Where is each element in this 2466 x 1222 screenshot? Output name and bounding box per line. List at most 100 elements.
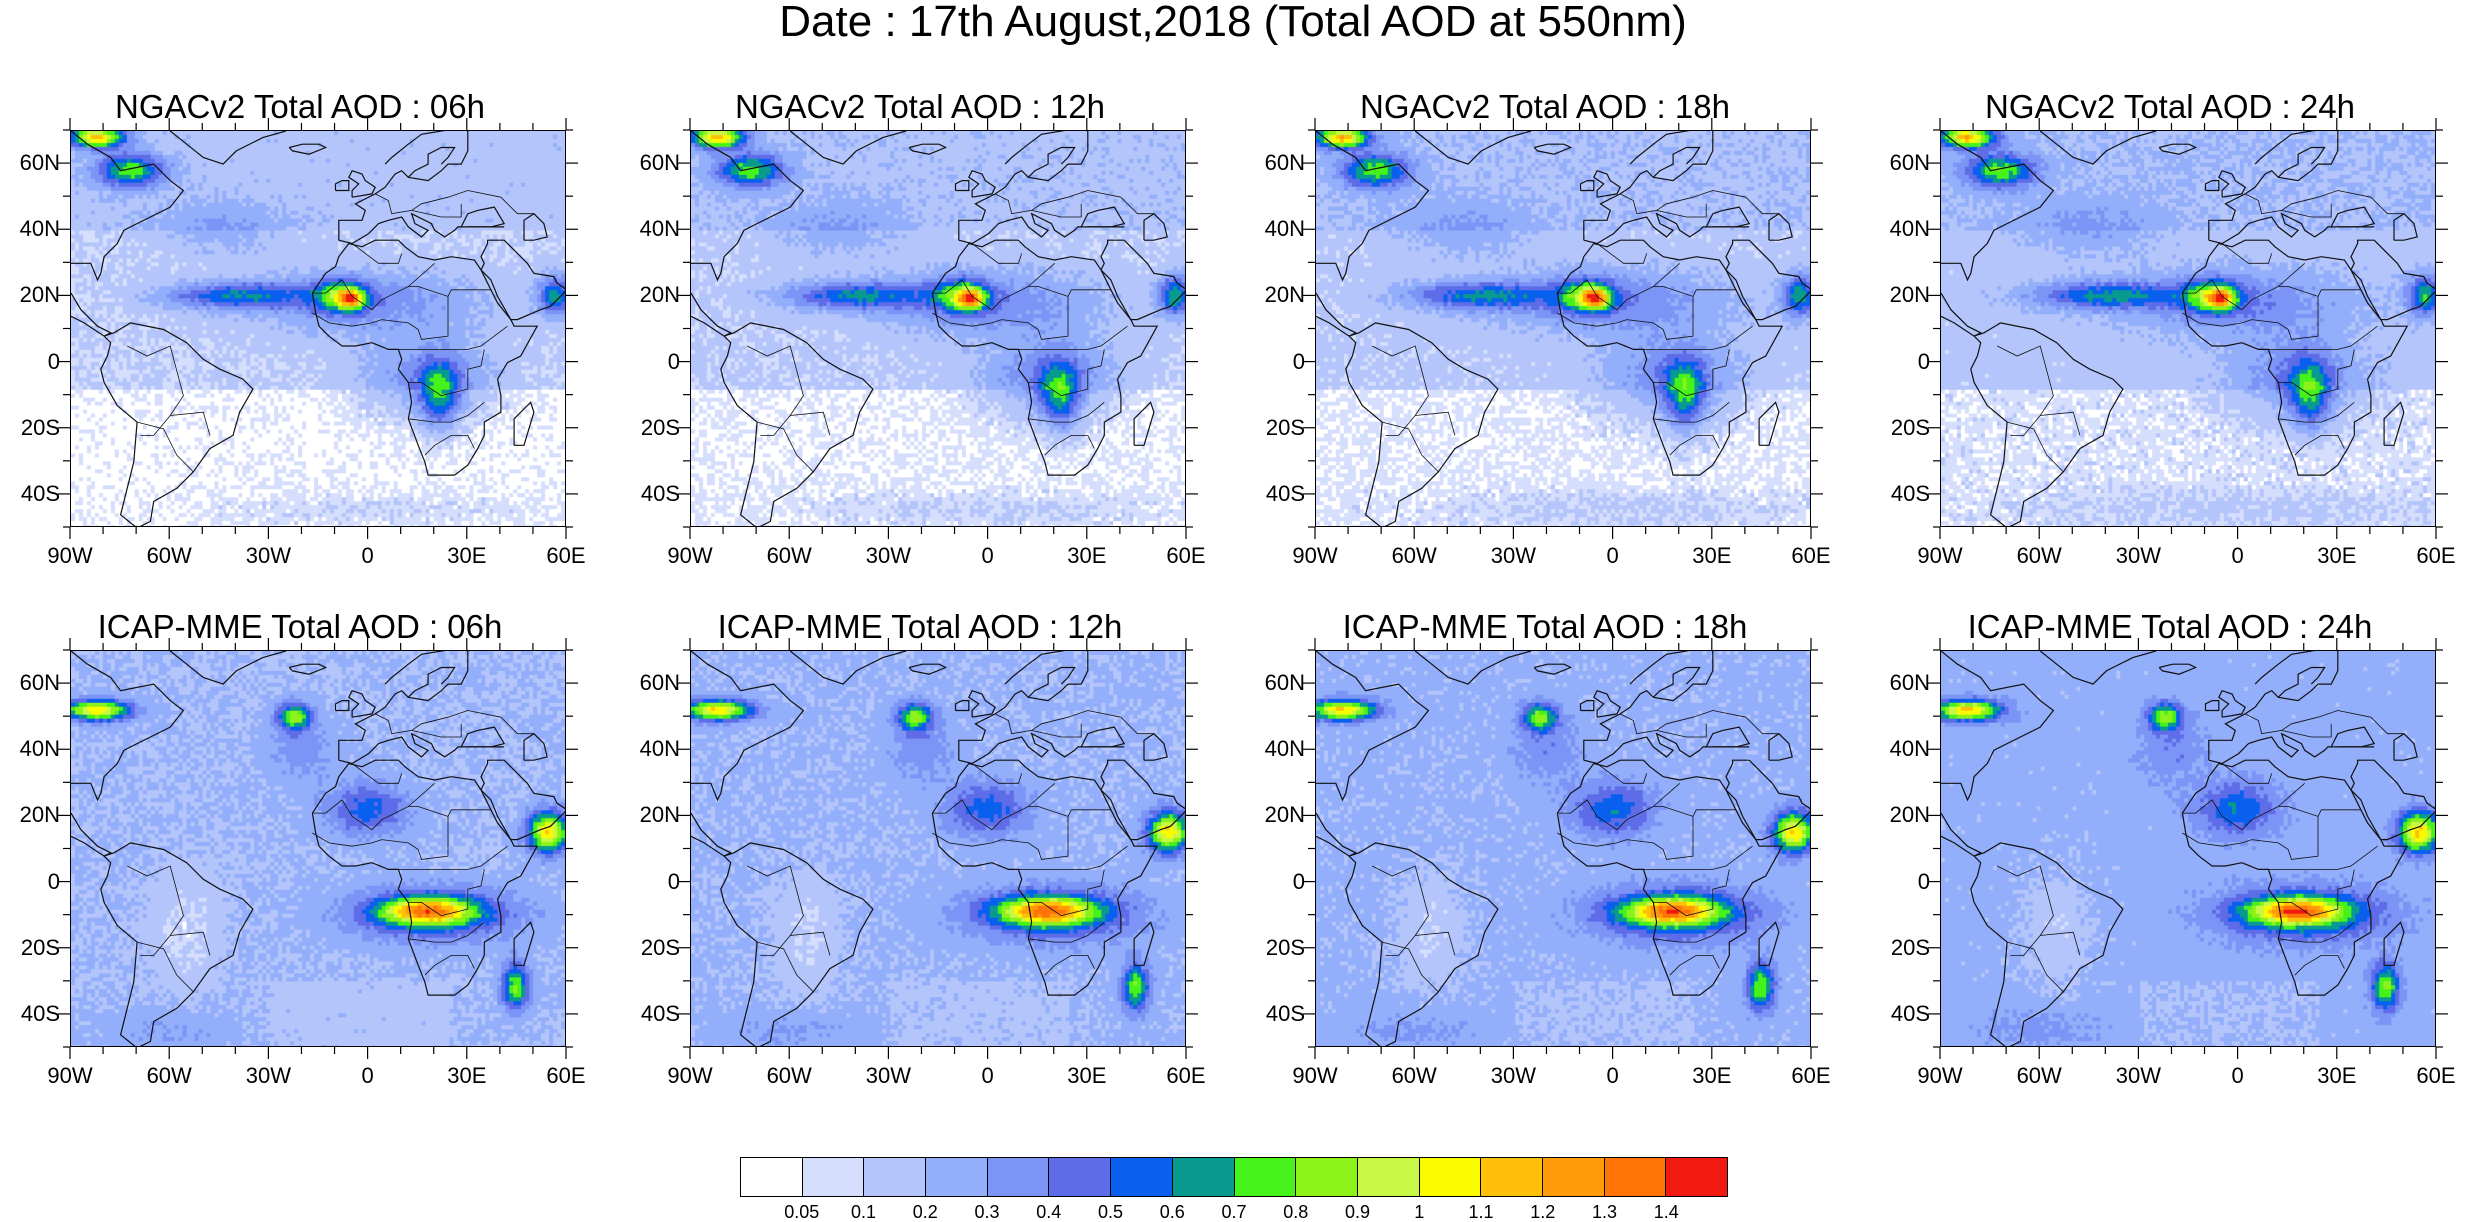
lon-tick-label: 90W — [1292, 1063, 1338, 1088]
lon-tick-label: 60W — [2016, 1063, 2062, 1088]
lon-tick-label: 60E — [1791, 1063, 1831, 1088]
axis-ticks — [678, 118, 1198, 539]
lat-tick-label: 20N — [1264, 802, 1305, 828]
lat-tick-label: 40S — [1890, 1000, 1930, 1026]
lon-tick-label: 30E — [1067, 543, 1107, 568]
aod-raster — [691, 131, 1185, 526]
coastlines — [1941, 131, 2435, 526]
aod-raster — [1316, 131, 1810, 526]
colorbar-swatch — [987, 1158, 1050, 1196]
colorbar-swatch — [1049, 1158, 1112, 1196]
panel-title: ICAP-MME Total AOD : 06h — [97, 608, 503, 645]
lon-tick-label: 30E — [1067, 1063, 1107, 1088]
lat-tick-label: 20S — [1890, 414, 1930, 440]
lat-tick-label: 40N — [1264, 216, 1305, 242]
lon-tick-label: 0 — [981, 543, 994, 568]
colorbar-tick-label: 1 — [1414, 1202, 1425, 1222]
lon-tick-label: 60E — [1791, 543, 1831, 568]
lat-tick-label: 20N — [19, 282, 60, 308]
colorbar-swatch — [1666, 1158, 1727, 1196]
lon-tick-label: 30E — [447, 543, 487, 568]
lat-tick-label: 40N — [19, 736, 60, 762]
lon-tick-label: 60E — [1166, 1063, 1206, 1088]
panel-title: NGACv2 Total AOD : 24h — [1985, 88, 2355, 125]
lat-tick-label: 40S — [1265, 1000, 1305, 1026]
lat-tick-label: 0 — [47, 868, 60, 894]
panel-title: NGACv2 Total AOD : 06h — [115, 88, 485, 125]
lat-tick-label: 40N — [1889, 736, 1930, 762]
lat-tick-label: 20N — [1889, 282, 1930, 308]
map-panel-icap-mme-6h: ICAP-MME Total AOD : 06h 60N 40N 20N 0 20S 40S… — [0, 610, 600, 1170]
axis-ticks — [1928, 638, 2448, 1059]
aod-raster — [71, 131, 565, 526]
coastlines — [71, 651, 565, 1046]
lon-tick-label: 30E — [2317, 543, 2357, 568]
lon-tick-label: 30W — [2115, 1063, 2162, 1088]
lat-tick-label: 60N — [19, 150, 60, 176]
lon-tick-label: 30W — [1490, 1063, 1537, 1088]
panel-title: ICAP-MME Total AOD : 18h — [1342, 608, 1748, 645]
aod-map — [70, 130, 566, 527]
lat-tick-label: 40N — [639, 736, 680, 762]
colorbar-tick-label: 0.4 — [1036, 1202, 1062, 1222]
axis-ticks — [678, 638, 1198, 1059]
lat-tick-label: 40S — [1265, 480, 1305, 506]
lon-tick-label: 60W — [1391, 543, 1437, 568]
colorbar-tick-label: 0.8 — [1283, 1202, 1309, 1222]
lon-tick-label: 90W — [667, 1063, 713, 1088]
lon-tick-label: 0 — [2231, 543, 2244, 568]
map-panel-ngacv2-12h: NGACv2 Total AOD : 12h 60N 40N 20N 0 20S 40S 90… — [620, 90, 1220, 650]
colorbar-tick-label: 0.5 — [1097, 1202, 1124, 1222]
aod-raster — [1941, 651, 2435, 1046]
colorbar-swatch — [741, 1158, 803, 1196]
lon-tick-label: 60W — [766, 543, 812, 568]
lat-tick-label: 20N — [19, 802, 60, 828]
lat-tick-label: 40S — [1890, 480, 1930, 506]
lon-tick-label: 60E — [1166, 543, 1206, 568]
colorbar-swatch — [1604, 1158, 1667, 1196]
colorbar-swatch — [1172, 1158, 1235, 1196]
lat-tick-label: 0 — [47, 348, 60, 374]
lon-tick-label: 60E — [2416, 1063, 2456, 1088]
colorbar-swatch — [802, 1158, 865, 1196]
aod-raster — [691, 651, 1185, 1046]
lat-tick-label: 40N — [1264, 736, 1305, 762]
lat-tick-label: 20N — [1264, 282, 1305, 308]
colorbar-swatch — [864, 1158, 927, 1196]
lat-tick-label: 0 — [1917, 348, 1930, 374]
lat-tick-label: 40N — [639, 216, 680, 242]
lon-tick-label: 60E — [546, 1063, 586, 1088]
lon-tick-label: 90W — [667, 543, 713, 568]
lon-tick-label: 0 — [981, 1063, 994, 1088]
lat-tick-label: 20S — [640, 934, 680, 960]
lat-tick-label: 0 — [1292, 348, 1305, 374]
axis-ticks — [1928, 118, 2448, 539]
map-panel-icap-mme-12h: ICAP-MME Total AOD : 12h 60N 40N 20N 0 20S 40S… — [620, 610, 1220, 1170]
lat-tick-label: 0 — [667, 868, 680, 894]
panel-title: NGACv2 Total AOD : 18h — [1360, 88, 1730, 125]
aod-colorbar — [740, 1157, 1728, 1197]
aod-map — [1940, 130, 2436, 527]
colorbar-tick-label: 0.6 — [1159, 1202, 1185, 1222]
aod-raster — [71, 651, 565, 1046]
aod-map — [1315, 650, 1811, 1047]
lon-tick-label: 60W — [146, 1063, 192, 1088]
lon-tick-label: 30E — [1692, 543, 1732, 568]
colorbar-swatch — [1234, 1158, 1297, 1196]
lon-tick-label: 60E — [2416, 543, 2456, 568]
colorbar-swatch — [1296, 1158, 1358, 1196]
colorbar-swatch — [1111, 1158, 1173, 1196]
colorbar-swatch — [1419, 1158, 1482, 1196]
colorbar-swatch — [1481, 1158, 1543, 1196]
lon-tick-label: 30E — [1692, 1063, 1732, 1088]
lat-tick-label: 40N — [19, 216, 60, 242]
aod-map — [1940, 650, 2436, 1047]
lat-tick-label: 60N — [1264, 670, 1305, 696]
lat-tick-label: 0 — [667, 348, 680, 374]
lon-tick-label: 30W — [865, 543, 912, 568]
aod-map — [70, 650, 566, 1047]
lat-tick-label: 20S — [1265, 414, 1305, 440]
coastlines — [1316, 131, 1810, 526]
lat-tick-label: 60N — [19, 670, 60, 696]
lat-tick-label: 20S — [640, 414, 680, 440]
